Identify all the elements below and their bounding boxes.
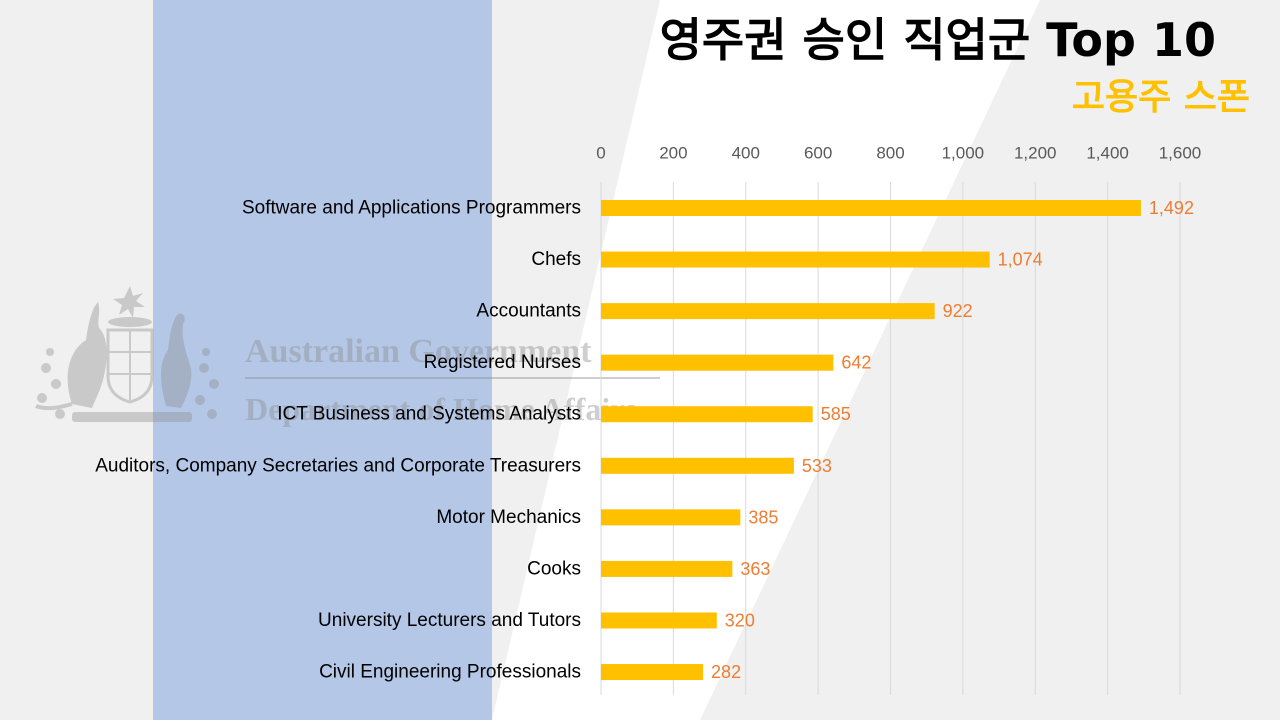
bar — [601, 303, 935, 320]
x-tick-label: 1,000 — [942, 144, 985, 163]
bar — [601, 200, 1141, 216]
bar — [601, 406, 813, 423]
category-label: Registered Nurses — [424, 352, 581, 373]
category-label: University Lecturers and Tutors — [318, 610, 581, 631]
bar — [601, 509, 741, 526]
data-label: 642 — [841, 353, 871, 373]
x-tick-label: 400 — [732, 144, 760, 163]
bar — [601, 251, 990, 268]
bar — [601, 612, 717, 629]
category-label: Cooks — [527, 558, 581, 579]
data-label: 922 — [943, 301, 973, 321]
x-tick-label: 1,600 — [1159, 144, 1202, 163]
data-label: 385 — [748, 507, 778, 527]
data-label: 282 — [711, 662, 741, 682]
chart-subtitle: 고용주 스폰 — [1071, 77, 1250, 118]
category-label: Civil Engineering Professionals — [319, 662, 581, 683]
category-label: ICT Business and Systems Analysts — [277, 404, 581, 425]
bar — [601, 457, 794, 474]
data-label: 1,492 — [1149, 198, 1194, 218]
bar — [601, 664, 704, 681]
coat-of-arms-icon — [35, 286, 219, 422]
x-tick-label: 200 — [659, 144, 687, 163]
x-tick-label: 600 — [804, 144, 832, 163]
x-tick-label: 800 — [876, 144, 904, 163]
bar — [601, 354, 834, 371]
category-label: Chefs — [531, 249, 581, 270]
x-tick-label: 1,400 — [1086, 144, 1129, 163]
data-label: 585 — [821, 404, 851, 424]
data-label: 363 — [740, 559, 770, 579]
data-label: 1,074 — [998, 250, 1043, 270]
watermark-line2: Department of Home Affairs — [245, 391, 637, 427]
bar — [601, 560, 733, 577]
category-label: Motor Mechanics — [436, 507, 581, 528]
data-label: 320 — [725, 610, 755, 630]
category-label: Auditors, Company Secretaries and Corpor… — [95, 455, 581, 476]
chart-title: 영주권 승인 직업군 Top 10 — [659, 13, 1216, 67]
watermark-text: Australian Government Department of Home… — [245, 333, 660, 427]
x-tick-label: 0 — [596, 144, 605, 163]
category-label: Software and Applications Programmers — [242, 198, 581, 219]
x-tick-label: 1,200 — [1014, 144, 1057, 163]
data-label: 533 — [802, 456, 832, 476]
vertical-band — [153, 0, 492, 720]
category-label: Accountants — [476, 301, 581, 322]
watermark-line1: Australian Government — [245, 333, 592, 370]
